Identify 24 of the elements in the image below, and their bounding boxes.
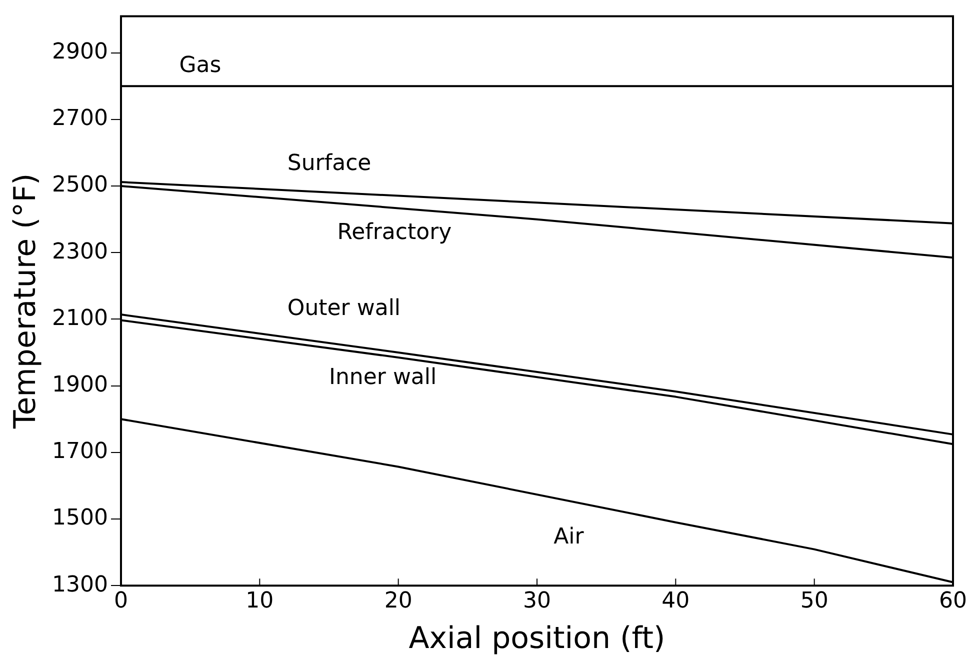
x-axis-title: Axial position (ft): [408, 620, 666, 656]
series-label: Surface: [287, 151, 372, 176]
x-tick-label: 40: [662, 588, 690, 614]
x-tick-label: 60: [939, 588, 968, 614]
y-tick-label: 2900: [52, 40, 108, 65]
x-tick-label: 0: [114, 588, 128, 614]
x-tick-label: 10: [246, 588, 274, 614]
y-tick-label: 2300: [52, 239, 108, 264]
y-axis-title: Temperature (°F): [8, 173, 43, 430]
series-label: Inner wall: [328, 364, 437, 390]
series-label: Refractory: [337, 220, 452, 246]
series-label: Air: [554, 524, 585, 550]
series-label: Gas: [179, 52, 222, 78]
y-tick-label: 1500: [52, 506, 108, 531]
y-tick-label: 2500: [52, 172, 108, 198]
x-tick-label: 50: [800, 588, 828, 614]
x-tick-label: 20: [384, 588, 412, 614]
series-label: Outer wall: [287, 296, 401, 322]
y-tick-label: 2100: [52, 306, 108, 331]
y-tick-label: 2700: [52, 106, 108, 132]
y-tick-label: 1900: [52, 372, 108, 398]
y-tick-label: 1700: [52, 439, 108, 464]
y-tick-label: 1300: [52, 572, 108, 598]
x-tick-label: 30: [522, 588, 551, 614]
